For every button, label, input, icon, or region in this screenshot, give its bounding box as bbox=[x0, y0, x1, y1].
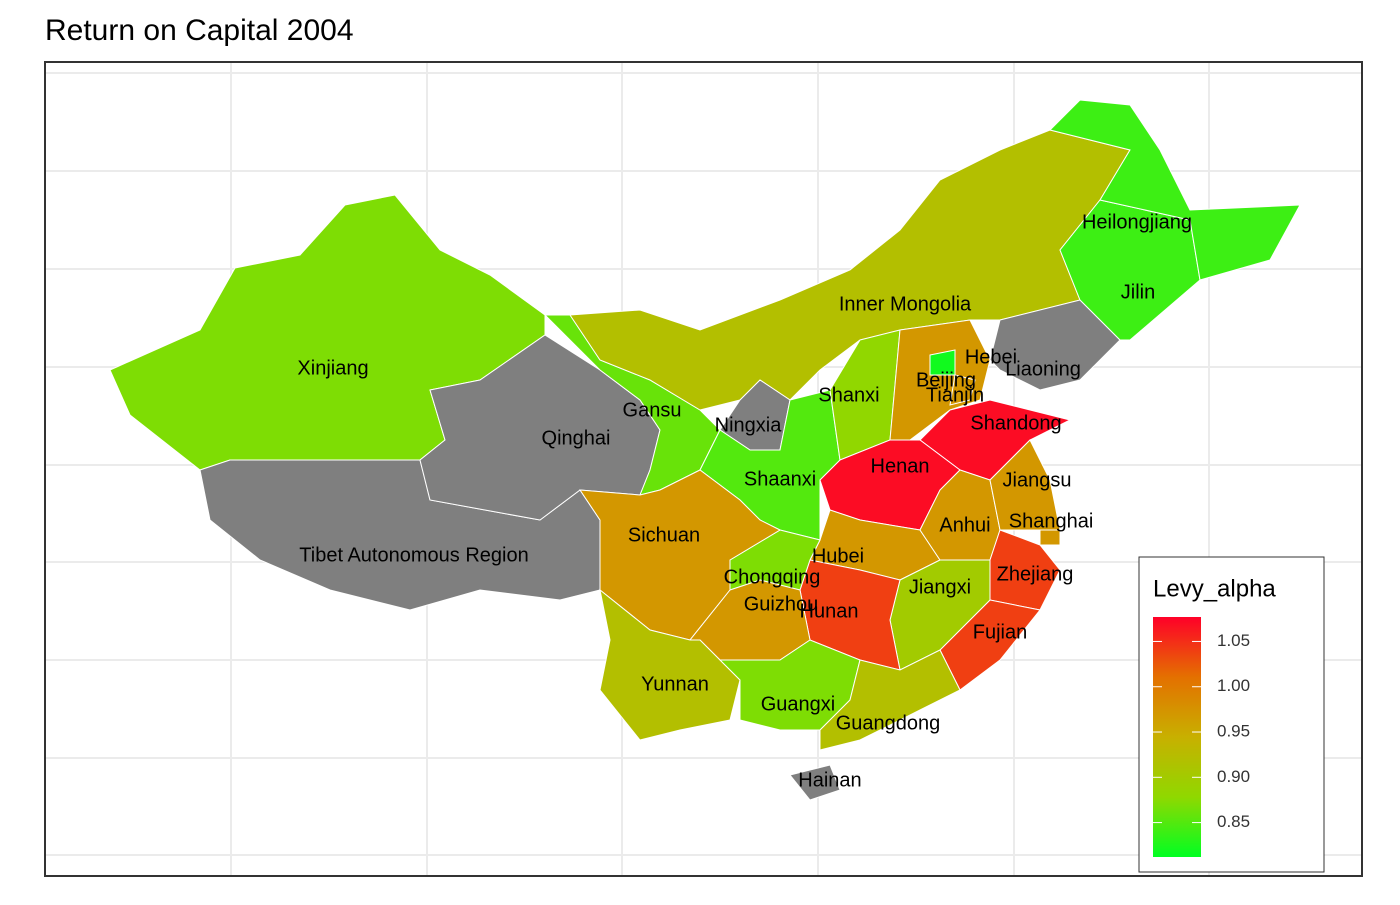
province-label: Heilongjiang bbox=[1082, 211, 1192, 233]
province-label: Ningxia bbox=[715, 414, 783, 436]
province-label: Gansu bbox=[623, 399, 682, 421]
province-label: Henan bbox=[871, 455, 930, 477]
province bbox=[819, 649, 961, 751]
province bbox=[789, 764, 841, 801]
province bbox=[599, 588, 741, 741]
colorbar bbox=[1153, 617, 1201, 857]
province-label: Xinjiang bbox=[297, 357, 368, 379]
province-label: Liaoning bbox=[1005, 358, 1081, 380]
province-label: Chongqing bbox=[724, 566, 821, 588]
province-labels: Xinjiang Tibet Autonomous Region Qinghai Ga… bbox=[297, 211, 1192, 791]
province-label: Jilin bbox=[1121, 281, 1155, 303]
province-label: Shandong bbox=[970, 412, 1061, 434]
province-label: Tibet Autonomous Region bbox=[299, 544, 528, 566]
province-label: Guangdong bbox=[836, 712, 941, 734]
provinces bbox=[109, 99, 1301, 801]
legend-tick-label: 0.85 bbox=[1217, 812, 1250, 831]
province bbox=[1039, 529, 1061, 546]
province-label: Beijing bbox=[916, 369, 976, 391]
province-label: Guangxi bbox=[761, 693, 836, 715]
province-label: Inner Mongolia bbox=[839, 293, 972, 315]
province-label: Qinghai bbox=[542, 427, 611, 449]
province-label: Hebei bbox=[965, 346, 1017, 368]
province-label: Shanxi bbox=[818, 384, 879, 406]
province bbox=[949, 374, 976, 406]
legend-title: Levy_alpha bbox=[1153, 575, 1276, 602]
province-label: Tianjin bbox=[926, 384, 984, 406]
province bbox=[1049, 99, 1301, 281]
province-label: Anhui bbox=[939, 514, 990, 536]
legend-tick-label: 1.05 bbox=[1217, 631, 1250, 650]
legend-tick-label: 0.95 bbox=[1217, 722, 1250, 741]
province-label: Hunan bbox=[800, 600, 859, 622]
province-label: Zhejiang bbox=[997, 563, 1074, 585]
province-label: Fujian bbox=[973, 621, 1027, 643]
province-label: Hubei bbox=[812, 545, 864, 567]
province-label: Guizhou bbox=[744, 593, 819, 615]
province-label: Shanghai bbox=[1009, 510, 1094, 532]
map-title: Return on Capital 2004 bbox=[45, 14, 354, 47]
province-label: Jiangxi bbox=[909, 576, 971, 598]
province-label: Sichuan bbox=[628, 524, 700, 546]
province-label: Shaanxi bbox=[744, 468, 816, 490]
province bbox=[989, 439, 1061, 531]
legend-tick-label: 0.90 bbox=[1217, 767, 1250, 786]
province-label: Hainan bbox=[798, 769, 861, 791]
legend-tick-label: 1.00 bbox=[1217, 676, 1250, 695]
province-label: Yunnan bbox=[641, 673, 709, 695]
province-label: Jiangsu bbox=[1003, 469, 1072, 491]
